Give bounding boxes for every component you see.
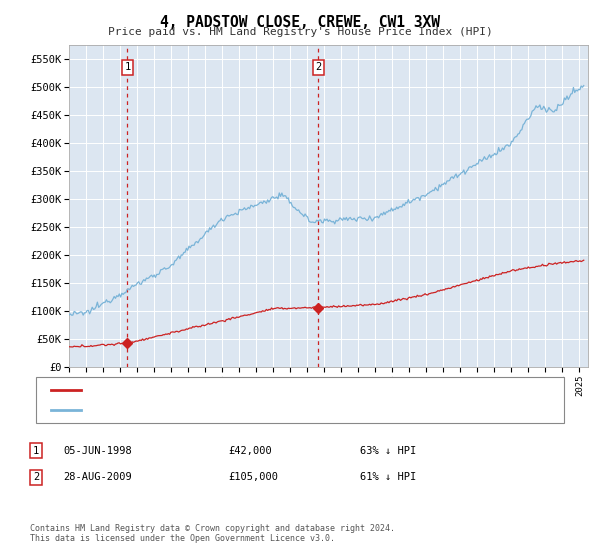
Text: 2: 2 bbox=[315, 62, 322, 72]
Text: 2: 2 bbox=[33, 472, 39, 482]
Text: 63% ↓ HPI: 63% ↓ HPI bbox=[360, 446, 416, 456]
Text: 28-AUG-2009: 28-AUG-2009 bbox=[63, 472, 132, 482]
Text: £42,000: £42,000 bbox=[228, 446, 272, 456]
Text: £105,000: £105,000 bbox=[228, 472, 278, 482]
Text: 4, PADSTOW CLOSE, CREWE, CW1 3XW: 4, PADSTOW CLOSE, CREWE, CW1 3XW bbox=[160, 15, 440, 30]
Text: Price paid vs. HM Land Registry's House Price Index (HPI): Price paid vs. HM Land Registry's House … bbox=[107, 27, 493, 37]
Text: 1: 1 bbox=[33, 446, 39, 456]
Text: 1: 1 bbox=[124, 62, 130, 72]
Text: 61% ↓ HPI: 61% ↓ HPI bbox=[360, 472, 416, 482]
Text: HPI: Average price, detached house, Cheshire East: HPI: Average price, detached house, Ches… bbox=[88, 405, 376, 415]
Bar bbox=[127, 45, 318, 367]
Text: Contains HM Land Registry data © Crown copyright and database right 2024.
This d: Contains HM Land Registry data © Crown c… bbox=[30, 524, 395, 543]
Text: 05-JUN-1998: 05-JUN-1998 bbox=[63, 446, 132, 456]
Text: 4, PADSTOW CLOSE, CREWE, CW1 3XW (detached house): 4, PADSTOW CLOSE, CREWE, CW1 3XW (detach… bbox=[88, 385, 376, 395]
